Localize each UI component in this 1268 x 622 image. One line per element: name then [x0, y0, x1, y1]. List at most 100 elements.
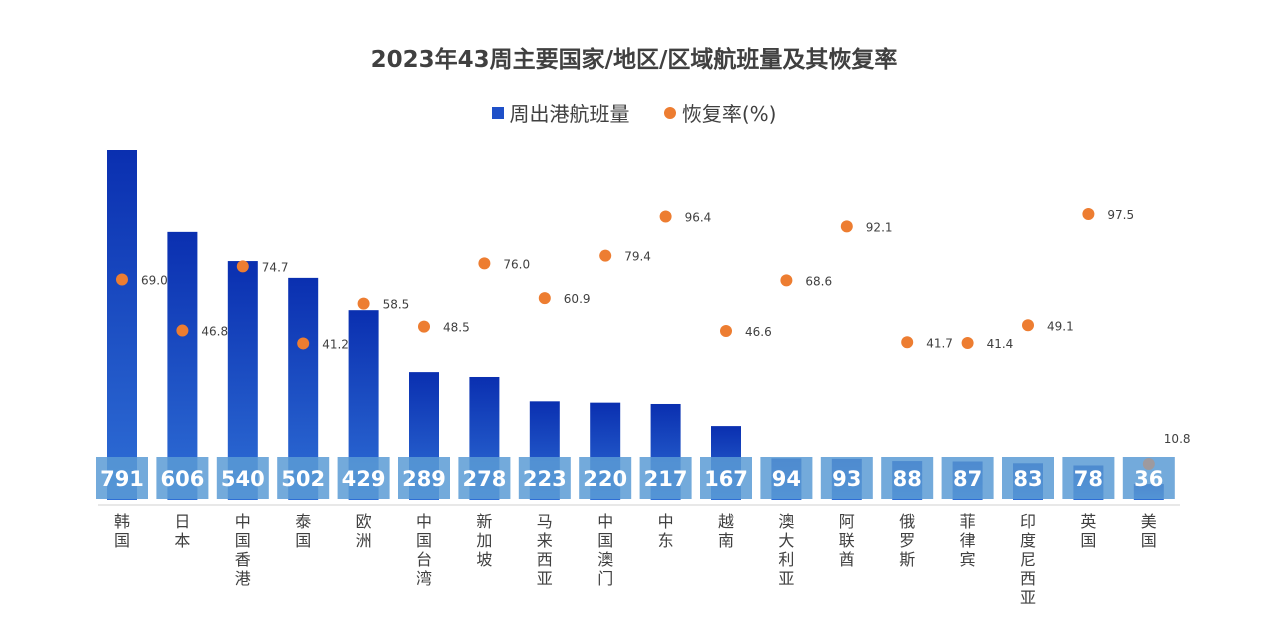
value-label: 606 — [160, 467, 204, 491]
category-label: 酋 — [839, 550, 855, 569]
recovery-dot — [478, 257, 491, 270]
category-label: 港 — [235, 569, 251, 588]
recovery-label: 97.5 — [1107, 208, 1134, 222]
category-label: 菲 — [960, 512, 976, 531]
recovery-label: 96.4 — [685, 210, 712, 224]
value-label-box — [458, 457, 511, 499]
recovery-dot — [961, 336, 974, 349]
category-label: 国 — [416, 531, 432, 550]
legend-label-recovery: 恢复率(%) — [681, 102, 777, 126]
value-label: 83 — [1013, 467, 1042, 491]
category-label: 西 — [1020, 569, 1036, 588]
legend: 周出港航班量 恢复率(%) — [0, 98, 1268, 127]
value-label: 429 — [342, 467, 386, 491]
bar — [167, 231, 198, 501]
category-label: 斯 — [899, 550, 915, 569]
category-label: 台 — [416, 550, 432, 569]
recovery-dot — [1142, 458, 1155, 470]
category-label: 俄 — [899, 512, 915, 531]
category-label: 中 — [235, 512, 251, 531]
value-label: 220 — [583, 467, 627, 491]
category-label: 罗 — [899, 531, 915, 550]
recovery-label: 41.2 — [322, 337, 349, 351]
category-label: 中 — [658, 512, 674, 531]
category-label: 印 — [1020, 512, 1036, 531]
value-label-box — [1002, 457, 1054, 499]
category-label: 韩 — [114, 512, 130, 531]
value-label-box — [156, 457, 209, 499]
value-label-box — [216, 457, 269, 499]
value-label-box — [1062, 457, 1115, 499]
recovery-dot — [538, 292, 551, 305]
category-label: 澳 — [778, 512, 794, 531]
legend-label-flights: 周出港航班量 — [509, 102, 630, 126]
category-label: 本 — [174, 531, 190, 550]
recovery-label: 74.7 — [262, 260, 289, 274]
category-label: 新 — [476, 512, 492, 531]
category-label: 亚 — [778, 569, 794, 588]
value-label-box — [820, 457, 873, 499]
recovery-dot — [116, 273, 128, 286]
category-label: 宾 — [960, 550, 976, 569]
recovery-dot — [418, 320, 430, 333]
recovery-dot — [1022, 319, 1034, 332]
category-label: 国 — [1141, 531, 1157, 550]
value-label: 78 — [1074, 467, 1103, 491]
value-label: 36 — [1134, 467, 1163, 491]
value-label-box — [760, 457, 813, 499]
recovery-dot — [357, 297, 370, 310]
category-label: 利 — [778, 550, 794, 569]
value-label-box — [277, 457, 330, 499]
value-label: 94 — [772, 467, 801, 491]
category-label: 越 — [718, 512, 734, 531]
category-label: 亚 — [537, 569, 553, 588]
value-label-box — [96, 457, 148, 499]
category-label: 门 — [597, 569, 613, 588]
value-label: 289 — [402, 467, 446, 491]
category-label: 中 — [416, 512, 432, 531]
recovery-label: 76.0 — [503, 257, 530, 271]
value-label: 791 — [100, 467, 144, 491]
recovery-label: 79.4 — [624, 250, 651, 264]
value-label: 540 — [221, 467, 265, 491]
category-label: 阿 — [839, 512, 855, 531]
value-label-box — [881, 457, 934, 499]
recovery-dot — [236, 260, 249, 273]
value-label: 93 — [832, 467, 861, 491]
value-label: 223 — [523, 467, 567, 491]
value-label: 217 — [644, 467, 688, 491]
value-label-box — [1122, 457, 1175, 499]
recovery-label: 49.1 — [1047, 319, 1074, 333]
recovery-dot — [840, 220, 853, 233]
category-label: 欧 — [356, 512, 372, 531]
recovery-label: 48.5 — [443, 321, 470, 335]
bar — [107, 150, 137, 500]
value-label-box — [941, 457, 994, 499]
category-label: 国 — [1080, 531, 1096, 550]
recovery-dot — [780, 274, 793, 287]
chart-title: 2023年43周主要国家/地区/区域航班量及其恢复率 — [370, 47, 898, 73]
category-label: 联 — [839, 531, 855, 550]
recovery-label: 92.1 — [866, 220, 893, 234]
category-label: 东 — [658, 531, 674, 550]
legend-item-flights: 周出港航班量 — [491, 98, 630, 127]
recovery-dot — [176, 324, 189, 337]
category-label: 美 — [1141, 512, 1157, 531]
category-label: 日 — [174, 512, 190, 531]
value-label: 502 — [281, 467, 325, 491]
value-label: 88 — [893, 467, 922, 491]
category-label: 大 — [778, 531, 794, 550]
value-label-box — [337, 457, 390, 499]
category-label: 加 — [476, 531, 492, 550]
value-label-box — [518, 457, 571, 499]
recovery-dot — [720, 325, 732, 338]
value-label-box — [398, 457, 450, 499]
recovery-label: 46.6 — [745, 325, 772, 339]
category-label: 国 — [295, 531, 311, 550]
recovery-dot — [659, 210, 672, 223]
legend-item-recovery: 恢复率(%) — [663, 98, 777, 127]
category-label: 泰 — [295, 512, 311, 531]
category-label: 中 — [597, 512, 613, 531]
recovery-dot — [1082, 207, 1095, 220]
value-label: 87 — [953, 467, 982, 491]
